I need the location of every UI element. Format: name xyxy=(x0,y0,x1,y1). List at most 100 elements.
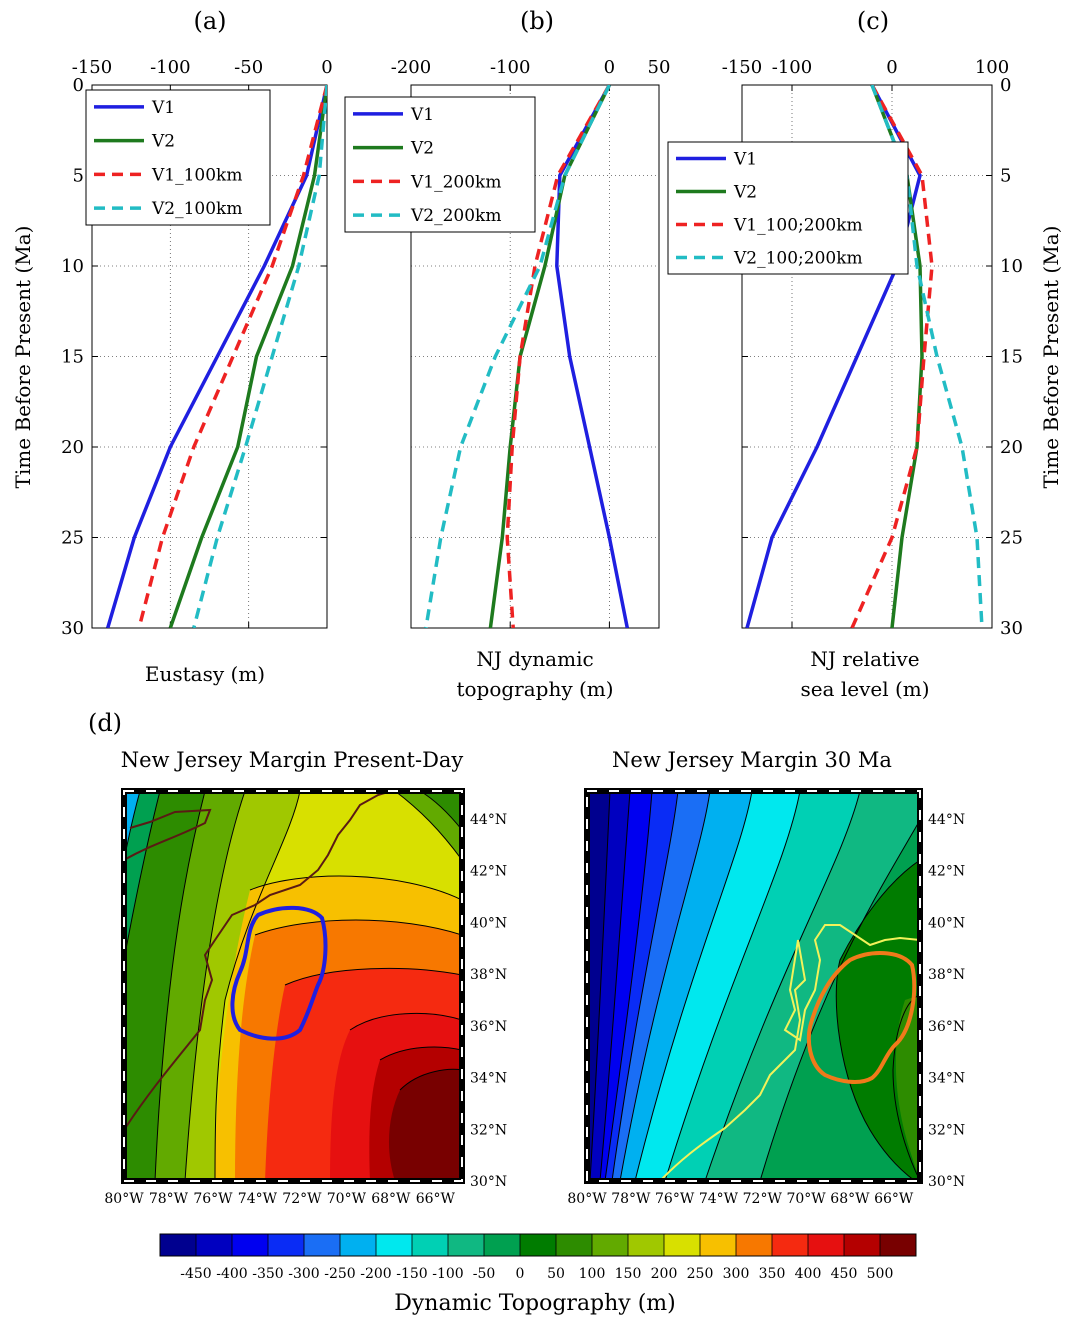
series-line-V1 xyxy=(745,85,922,628)
colorbar-cell-1 xyxy=(196,1234,233,1256)
legend-box xyxy=(667,141,909,275)
series-line-V2_200km xyxy=(424,85,611,628)
series-line-V1 xyxy=(106,85,327,628)
map1-contour-line-6 xyxy=(249,875,462,901)
map2-contour-band-7 xyxy=(665,791,860,1181)
legend-label-V1: V1 xyxy=(733,150,757,170)
colorbar-cell-9 xyxy=(484,1234,521,1256)
y-tick-label-2: 10 xyxy=(61,256,84,277)
map1-contour-line-8 xyxy=(284,967,462,986)
y-tick-label-3: 15 xyxy=(61,347,84,368)
colorbar-tick-label-5: -200 xyxy=(360,1266,391,1282)
map1-contour-line-11 xyxy=(399,1068,462,1091)
colorbar: -450 -400 -350 -300 -250 -200 -150 -100 -50 0 50 10… xyxy=(159,1233,917,1316)
map-x-tick-label-3: 74°W xyxy=(699,1191,739,1207)
legend-label-V2_100;200km: V2_100;200km xyxy=(733,249,863,269)
colorbar-cell-7 xyxy=(412,1234,449,1256)
map-x-tick-label-5: 70°W xyxy=(786,1191,826,1207)
panel-c-label: (c) xyxy=(857,7,889,35)
legend-label-V2: V2 xyxy=(151,132,175,152)
map1-contour-band-3 xyxy=(155,791,245,1181)
series-line-V1_200km xyxy=(505,85,611,628)
legend-box xyxy=(85,89,271,226)
map2-contour-line-3 xyxy=(604,791,653,1181)
series-line-V1 xyxy=(555,85,630,628)
panel-a-y-ticks: 0 5 10 15 20 25 30 xyxy=(61,75,327,639)
colorbar-cell-10 xyxy=(520,1234,557,1256)
colorbar-cell-12 xyxy=(592,1234,629,1256)
colorbar-tick-label-19: 500 xyxy=(867,1266,894,1282)
series-line-V1_100km xyxy=(137,85,327,628)
y-tick-label-2: 10 xyxy=(1000,256,1023,277)
map2-contour-line-1 xyxy=(589,791,611,1181)
colorbar-cell-18 xyxy=(808,1234,845,1256)
map-y-tick-label-1: 32°N xyxy=(928,1122,965,1138)
panel-b-xlabel-line1: NJ dynamic xyxy=(476,647,593,671)
map2-contour-line-7 xyxy=(664,791,801,1181)
legend-label-V2_100km: V2_100km xyxy=(151,199,242,219)
legend-label-V1_100;200km: V1_100;200km xyxy=(733,216,863,236)
colorbar-frame xyxy=(159,1233,917,1257)
map-present-day: New Jersey Margin Present-Day xyxy=(104,748,507,1207)
map2-contour-line-2 xyxy=(599,791,631,1181)
y-tick-label-1: 5 xyxy=(73,166,84,187)
map-x-tick-label-2: 76°W xyxy=(655,1191,695,1207)
map-y-tick-label-4: 38°N xyxy=(470,967,507,983)
map2-contour-line-5 xyxy=(619,791,711,1181)
map2-contour-line-11 xyxy=(892,994,920,1181)
legend-label-V2: V2 xyxy=(733,183,757,203)
panel-c-xlabel-line2: sea level (m) xyxy=(800,677,929,701)
colorbar-tick-label-17: 400 xyxy=(795,1266,822,1282)
map-y-tick-label-4: 38°N xyxy=(928,967,965,983)
panel-b-x-ticks: -200 -100 0 50 xyxy=(391,57,670,628)
colorbar-tick-label-7: -100 xyxy=(432,1266,463,1282)
map-30-ma: New Jersey Margin 30 Ma xyxy=(567,748,965,1207)
map2-contour-band-3 xyxy=(605,791,678,1181)
legend-label-V2: V2 xyxy=(410,139,434,159)
panel-c-y-ticks: 0 5 10 15 20 25 30 xyxy=(742,75,1023,639)
colorbar-tick-label-9: 0 xyxy=(516,1266,525,1282)
colorbar-cell-2 xyxy=(232,1234,269,1256)
colorbar-cell-8 xyxy=(448,1234,485,1256)
panel-a-series xyxy=(106,85,327,628)
panel-a-xlabel: Eustasy (m) xyxy=(145,662,265,686)
map2-contour-line-6 xyxy=(634,791,753,1181)
map1-contour-band-6 xyxy=(420,791,462,830)
x-tick-label-1: -100 xyxy=(150,57,190,78)
y-tick-label-6: 30 xyxy=(61,618,84,639)
colorbar-tick-label-8: -50 xyxy=(473,1266,496,1282)
map1-contour-line-5 xyxy=(214,791,301,1181)
map-x-tick-label-7: 66°W xyxy=(874,1191,914,1207)
panel-b-series xyxy=(424,85,630,628)
map1-contour-line-10 xyxy=(379,1046,462,1061)
map-present-day-field xyxy=(124,791,462,1181)
map-y-tick-label-1: 32°N xyxy=(470,1122,507,1138)
panel-a-x-ticks: -150 -100 -50 0 xyxy=(72,57,333,628)
y-tick-label-5: 25 xyxy=(61,528,84,549)
map2-contour-band-11 xyxy=(895,995,920,1181)
colorbar-cells xyxy=(160,1234,917,1256)
panel-b-legend: V1 V2 V1_200km V2_200km xyxy=(344,96,536,233)
legend-label-V1: V1 xyxy=(151,98,175,118)
map1-contour-line-9 xyxy=(349,1013,462,1031)
map-present-day-ticks: 80°W 78°W 76°W 74°W 72°W 70°W 68°W 66°W 30°N 32°N… xyxy=(104,812,507,1207)
map2-contour-band-8 xyxy=(705,791,920,1181)
map-30-ma-ticks: 80°W 78°W 76°W 74°W 72°W 70°W 68°W 66°W 30°N 32°N… xyxy=(567,812,965,1207)
colorbar-cell-3 xyxy=(268,1234,305,1256)
x-tick-label-3: 100 xyxy=(975,57,1009,78)
map1-contour-band-4 xyxy=(185,791,300,1181)
map1-region-outline xyxy=(230,905,328,1041)
colorbar-cell-16 xyxy=(736,1234,773,1256)
map-present-day-frame-dashes xyxy=(123,790,463,1182)
map-y-tick-label-3: 36°N xyxy=(470,1019,507,1035)
panel-a-grid xyxy=(92,85,327,628)
y-tick-label-0: 0 xyxy=(73,75,84,96)
map2-contour-band-6 xyxy=(635,791,800,1181)
colorbar-tick-label-3: -300 xyxy=(288,1266,319,1282)
colorbar-tick-label-14: 250 xyxy=(687,1266,714,1282)
map-x-tick-label-7: 66°W xyxy=(416,1191,456,1207)
panel-a-legend: V1 V2 V1_100km V2_100km xyxy=(85,89,271,226)
map-x-tick-label-4: 72°W xyxy=(743,1191,783,1207)
